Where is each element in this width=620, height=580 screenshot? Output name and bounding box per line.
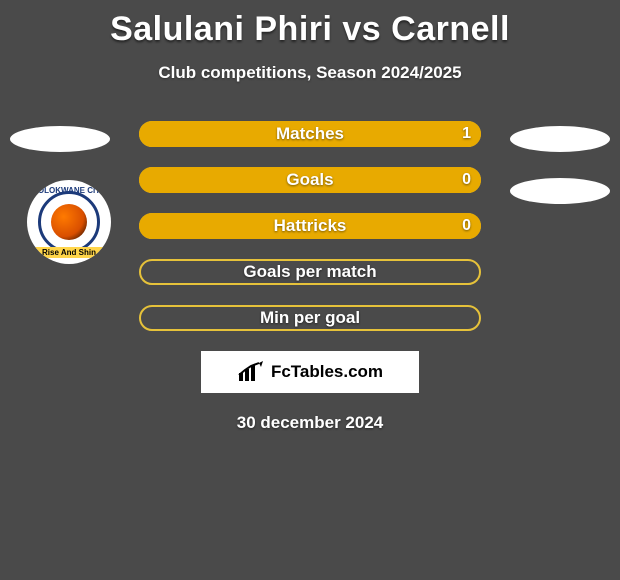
fctables-badge: FcTables.com — [201, 351, 419, 393]
page-title: Salulani Phiri vs Carnell — [0, 0, 620, 49]
stat-label: Goals — [139, 170, 481, 190]
stats-area: Matches1Goals0Hattricks0Goals per matchM… — [0, 121, 620, 331]
stat-value: 0 — [462, 217, 471, 235]
stat-label: Min per goal — [139, 308, 481, 328]
fctables-chart-icon — [237, 361, 265, 383]
stat-value: 1 — [462, 125, 471, 143]
stat-label: Hattricks — [139, 216, 481, 236]
stat-row: Hattricks0 — [139, 213, 481, 239]
stat-row: Min per goal — [139, 305, 481, 331]
page-subtitle: Club competitions, Season 2024/2025 — [0, 63, 620, 83]
date-line: 30 december 2024 — [0, 413, 620, 433]
stat-row: Matches1 — [139, 121, 481, 147]
stat-label: Matches — [139, 124, 481, 144]
stat-value: 0 — [462, 171, 471, 189]
stat-row: Goals0 — [139, 167, 481, 193]
stat-label: Goals per match — [139, 262, 481, 282]
fctables-text: FcTables.com — [271, 362, 383, 382]
stat-row: Goals per match — [139, 259, 481, 285]
